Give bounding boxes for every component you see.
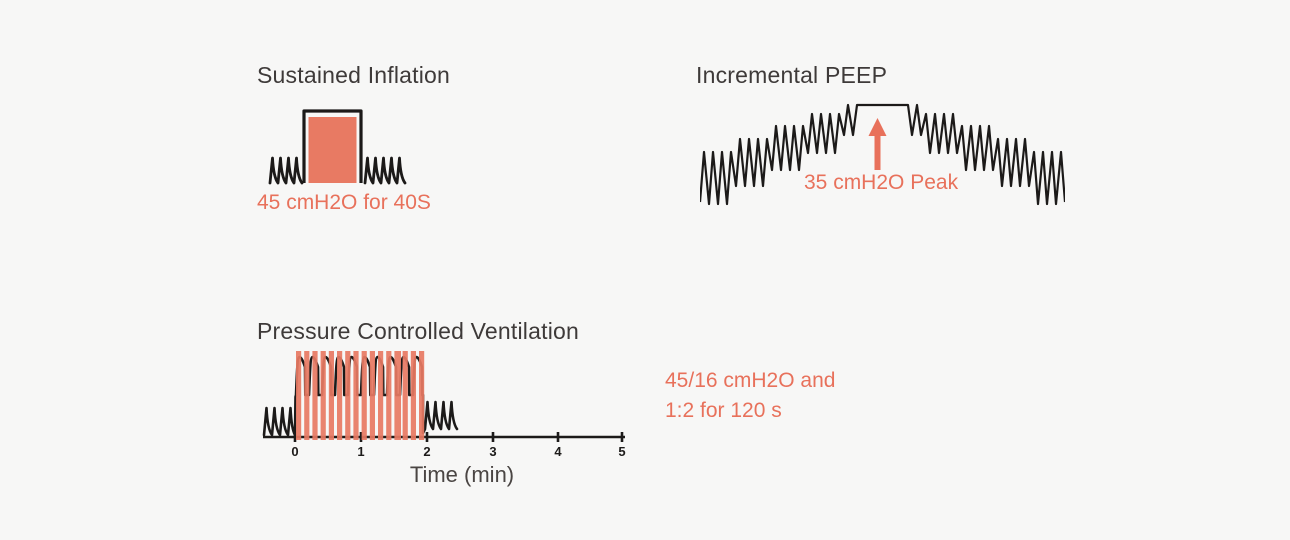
peak-arrow-icon <box>868 118 887 170</box>
pcv-pressure-trace <box>262 355 459 437</box>
pcv-title: Pressure Controlled Ventilation <box>257 318 579 344</box>
tick-label-5: 5 <box>618 444 626 459</box>
incremental-peep-caption: 35 cmH2O Peak <box>804 171 959 194</box>
inflation-outline <box>302 109 363 183</box>
incremental-peep-waveform <box>700 103 1065 206</box>
sustained-inflation-caption: 45 cmH2O for 40S <box>257 191 431 214</box>
tick-label-0: 0 <box>291 444 299 459</box>
tick-label-4: 4 <box>554 444 562 459</box>
pcv-waveform <box>262 351 625 442</box>
sustained-inflation-title: Sustained Inflation <box>257 62 451 88</box>
inflation-fill-rect <box>308 117 357 183</box>
small-breaths-left <box>268 156 304 185</box>
pcv-caption: 45/16 cmH2O and 1:2 for 120 s <box>665 366 835 426</box>
tick-label-3: 3 <box>489 444 497 459</box>
incremental-peep-title: Incremental PEEP <box>696 62 888 88</box>
pcv-caption-line2: 1:2 for 120 s <box>665 399 782 422</box>
time-axis-label: Time (min) <box>409 462 515 487</box>
sustained-inflation-waveform <box>268 109 407 185</box>
peep-zigzag-trace <box>700 103 1065 206</box>
pcv-bars <box>296 351 425 440</box>
tick-label-2: 2 <box>423 444 431 459</box>
small-breaths-right <box>363 156 407 185</box>
tick-label-1: 1 <box>357 444 365 459</box>
pcv-caption-line1: 45/16 cmH2O and <box>665 369 836 392</box>
